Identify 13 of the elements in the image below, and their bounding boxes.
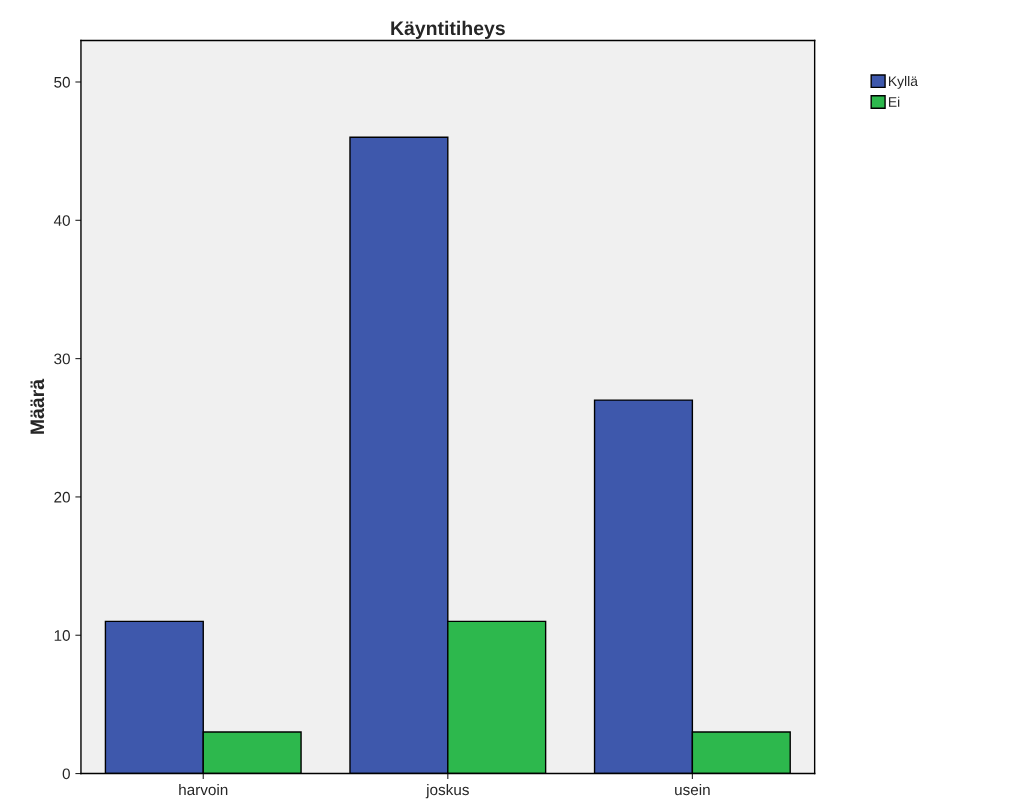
legend-label: Kyllä (888, 75, 918, 89)
y-axis-title: Määrä (30, 378, 45, 434)
y-tick-label: 0 (62, 768, 70, 780)
y-tick-label: 20 (54, 491, 70, 503)
x-tick-label: harvoin (179, 783, 228, 796)
y-tick-label: 10 (54, 630, 70, 641)
legend-label: Ei (888, 96, 900, 107)
x-tick-label: joskus (425, 783, 469, 799)
x-tick-label: usein (675, 783, 710, 796)
y-tick-label: 40 (53, 215, 70, 226)
chart-title: Käyntitiheys (391, 20, 505, 39)
y-tick-label: 30 (54, 353, 70, 365)
y-tick-label: 50 (54, 76, 70, 88)
